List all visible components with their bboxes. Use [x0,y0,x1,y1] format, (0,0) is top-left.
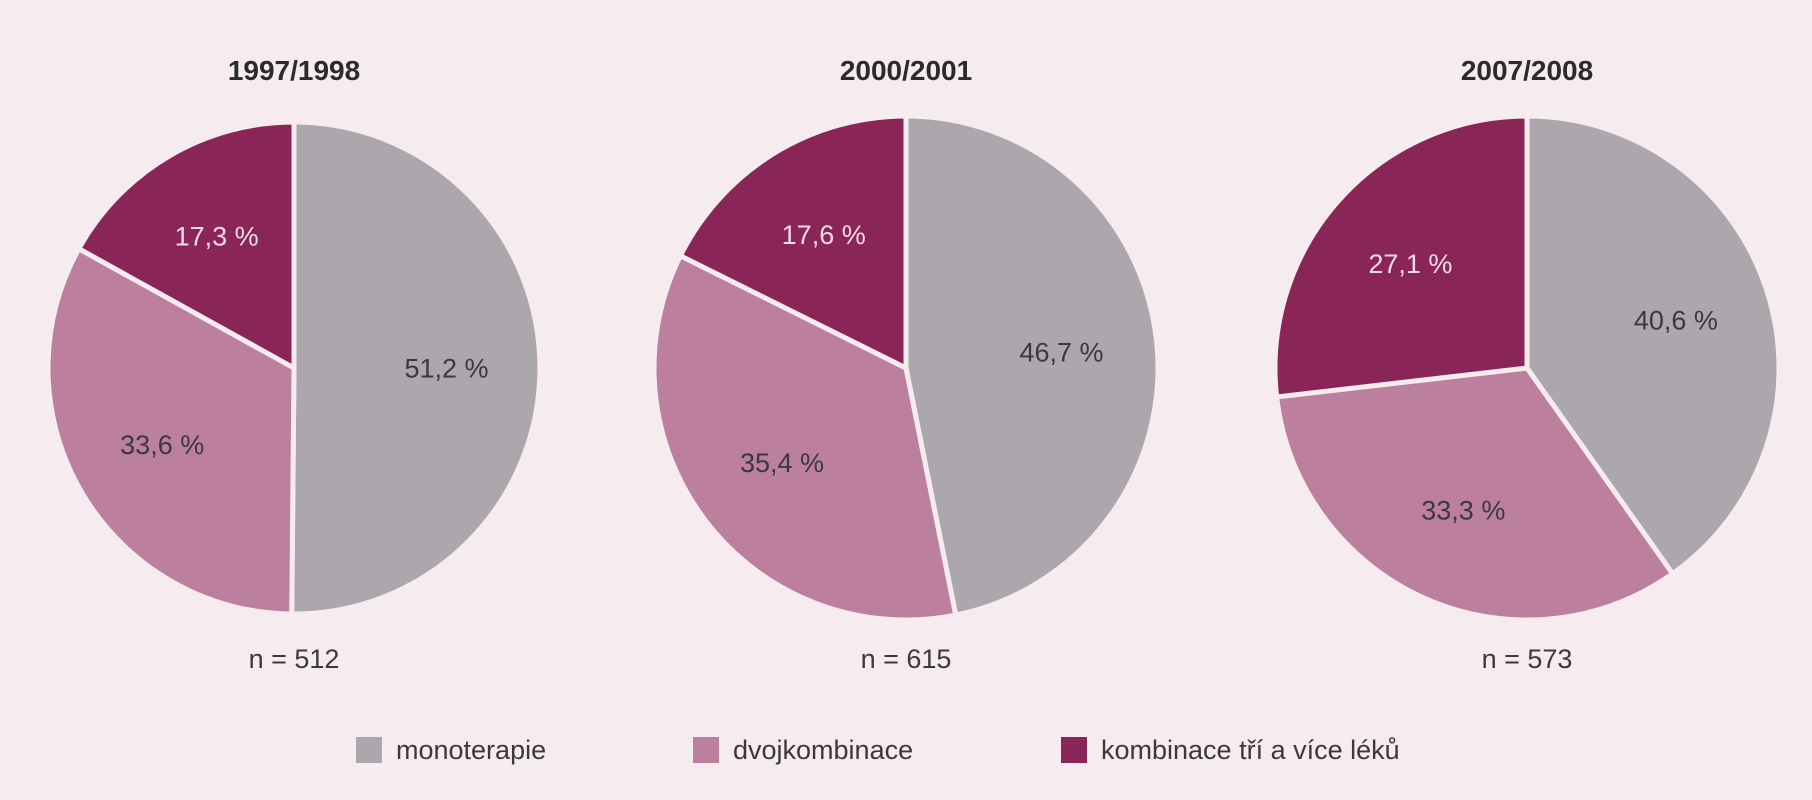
sample-size-label-3: n = 573 [1482,644,1573,674]
pie-slice-kombinace-3 [1272,113,1530,400]
pie-slice-dvojkombinace-3 [1274,365,1676,623]
legend-swatch-kombinace [1061,737,1087,763]
slice-value-label-kombinace-2: 17,6 % [782,220,866,250]
slice-value-label-dvojkombinace-3: 33,3 % [1421,496,1505,526]
pie-slice-dvojkombinace-2 [651,253,959,623]
chart-legend: monoterapie dvojkombinace kombinace tří … [0,730,1812,770]
slice-value-label-monoterapie-3: 40,6 % [1634,306,1718,336]
legend-swatch-dvojkombinace [693,737,719,763]
chart-title-1: 1997/1998 [228,55,360,86]
pie-chart-2: 2000/2001 46,7 % 35,4 % 17,6 % n = 615 [651,55,1161,674]
pie-slice-labels-3: 40,6 % 33,3 % 27,1 % [1368,249,1718,526]
pie-slice-dvojkombinace-1 [45,246,297,617]
pie-slices-2 [651,113,1161,623]
sample-size-label-2: n = 615 [861,644,952,674]
slice-value-label-kombinace-1: 17,3 % [175,222,259,252]
chart-title-3: 2007/2008 [1461,55,1593,86]
slice-value-label-dvojkombinace-2: 35,4 % [740,448,824,478]
pie-slice-kombinace-1 [76,119,297,371]
pie-slice-kombinace-2 [677,113,909,371]
legend-label-dvojkombinace: dvojkombinace [733,734,914,765]
legend-item-kombinace: kombinace tří a více léků [1061,730,1400,770]
sample-size-label-1: n = 512 [249,644,340,674]
slice-value-label-dvojkombinace-1: 33,6 % [120,430,204,460]
legend-label-monoterapie: monoterapie [396,734,547,765]
pie-slice-labels-2: 46,7 % 35,4 % 17,6 % [740,220,1104,478]
legend-label-kombinace: kombinace tří a více léků [1101,734,1400,765]
slice-value-label-monoterapie-2: 46,7 % [1019,338,1103,368]
pie-slice-monoterapie-3 [1524,113,1782,577]
legend-swatch-monoterapie [356,737,382,763]
slice-value-label-kombinace-3: 27,1 % [1368,249,1452,279]
pie-slices-1 [45,119,543,617]
pie-slices-3 [1272,113,1782,623]
slice-value-label-monoterapie-1: 51,2 % [404,354,488,384]
pie-slice-labels-1: 51,2 % 33,6 % 17,3 % [120,222,488,460]
pie-slice-monoterapie-1 [289,119,543,617]
pie-chart-3: 2007/2008 40,6 % 33,3 % 27,1 % n = 573 [1272,55,1782,674]
pie-slice-monoterapie-2 [903,113,1161,618]
pie-chart-1: 1997/1998 51,2 % 33,6 % 17,3 % n = 512 [45,55,543,674]
legend-item-monoterapie: monoterapie [356,730,546,770]
legend-item-dvojkombinace: dvojkombinace [693,730,913,770]
chart-title-2: 2000/2001 [840,55,972,86]
